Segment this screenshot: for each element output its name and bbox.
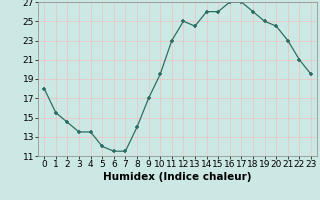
X-axis label: Humidex (Indice chaleur): Humidex (Indice chaleur) [103,172,252,182]
